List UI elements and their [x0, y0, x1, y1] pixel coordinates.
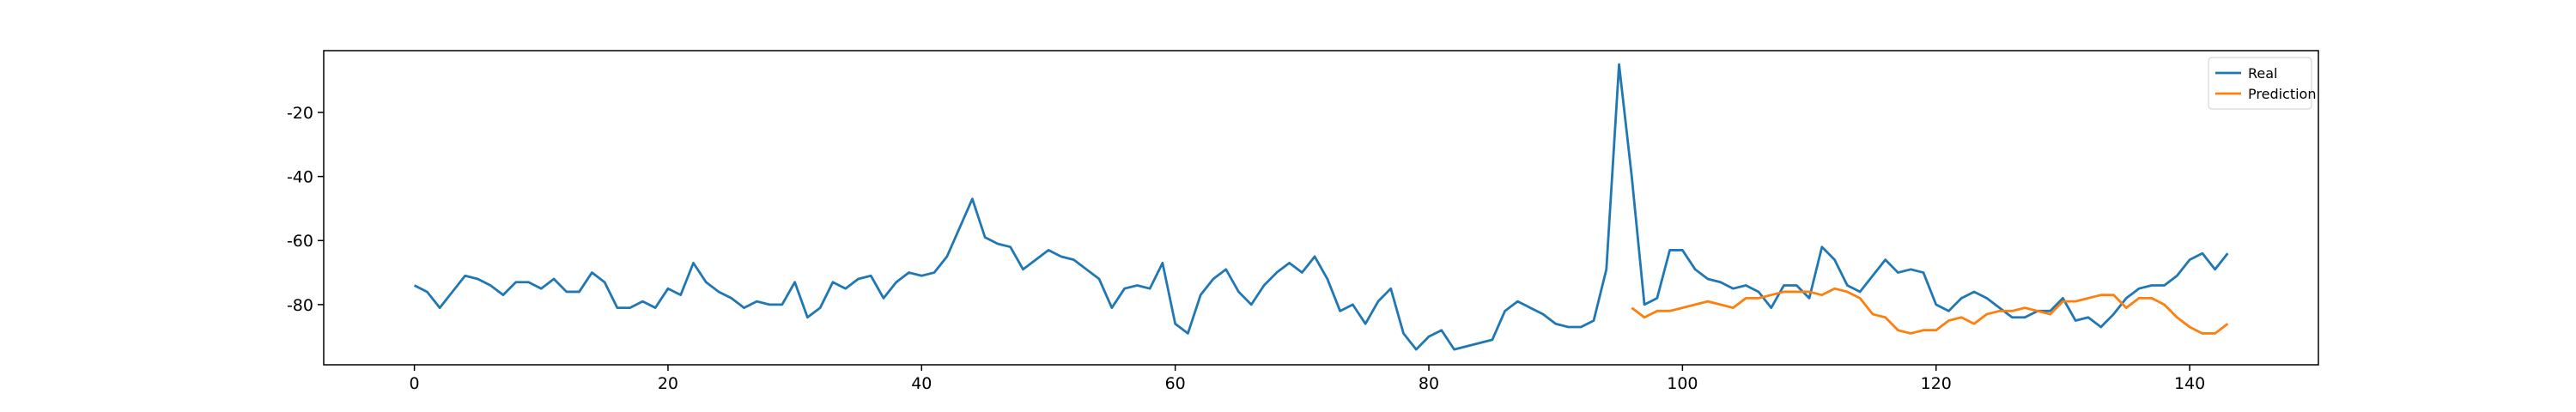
legend-box — [2208, 57, 2312, 110]
x-tick-label: 20 — [658, 374, 678, 393]
y-tick-label: -80 — [287, 296, 313, 315]
x-tick-label: 140 — [2174, 374, 2205, 393]
x-tick-label: 0 — [410, 374, 420, 393]
x-tick-label: 100 — [1667, 374, 1698, 393]
legend-label: Prediction — [2248, 86, 2316, 102]
legend-label: Real — [2248, 65, 2278, 82]
plot-frame — [323, 50, 2319, 366]
line-series — [1631, 287, 2229, 335]
y-tick-label: -20 — [287, 104, 313, 123]
x-tick-label: 60 — [1165, 374, 1186, 393]
x-tick-label: 40 — [911, 374, 932, 393]
y-tick-label: -60 — [287, 232, 313, 251]
line-series — [413, 63, 2229, 351]
x-tick-label: 80 — [1419, 374, 1439, 393]
y-tick-label: -40 — [287, 168, 313, 187]
x-tick-label: 120 — [1921, 374, 1952, 393]
